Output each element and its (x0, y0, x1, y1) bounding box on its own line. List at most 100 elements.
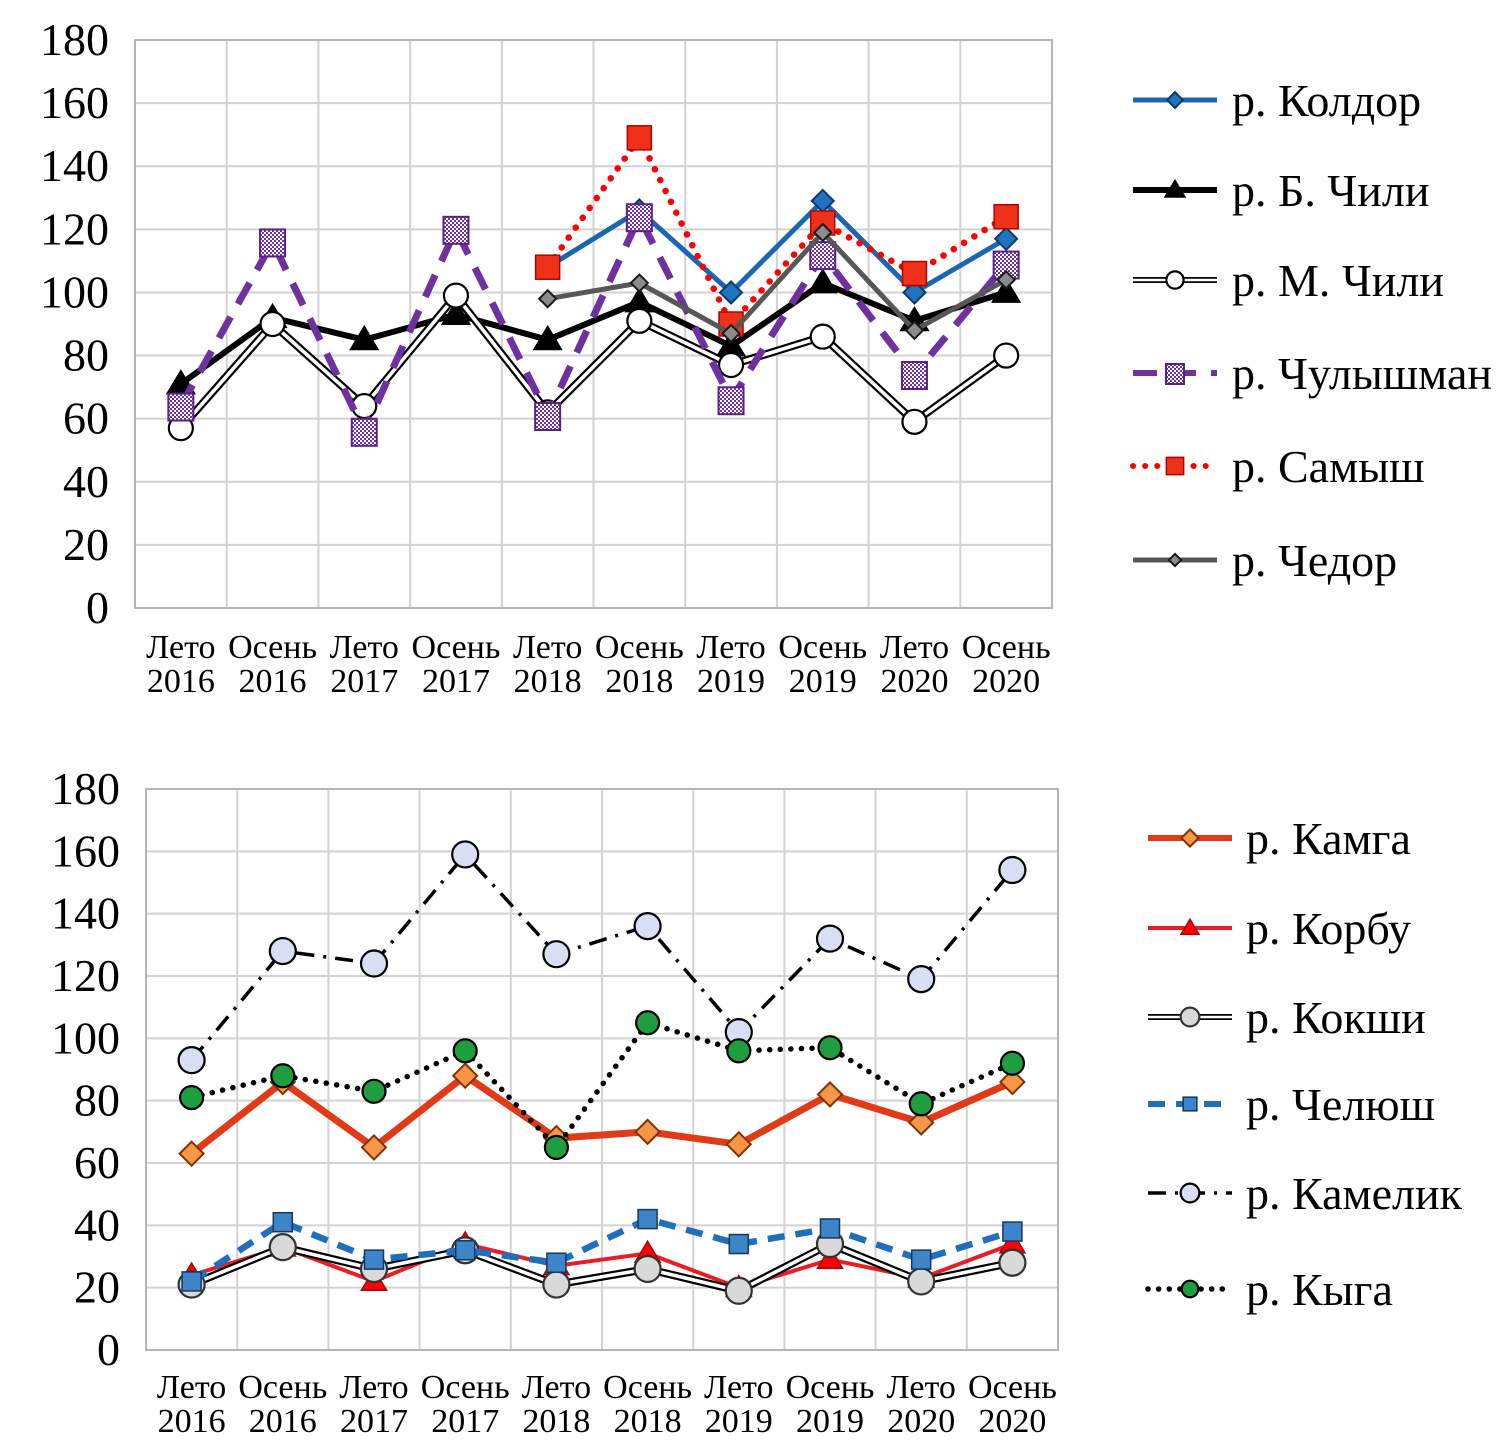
data-point-marker (819, 1218, 841, 1239)
top-legend: р. Колдор р. Б. Чили р. М. Чили р. Чулышман… (1130, 75, 1492, 586)
data-point-marker (259, 228, 287, 258)
x-tick-year-label: 2017 (422, 663, 490, 700)
data-point-marker (272, 1211, 294, 1233)
y-tick-label: 120 (51, 950, 120, 1001)
y-tick-label: 80 (74, 1075, 120, 1126)
series-bottom-4 (177, 840, 1027, 1075)
y-axis-labels: 0 20 40 60 80 100 120 140 160 180 (40, 14, 109, 633)
x-tick-season-label: Лето (880, 629, 949, 666)
legend-marker (1165, 456, 1185, 476)
data-point-marker (717, 386, 745, 416)
legend-item: р. Чедор (1133, 535, 1397, 586)
legend-item: р. Камелик (1148, 1168, 1463, 1219)
x-tick-year-label: 2019 (705, 1403, 773, 1440)
data-point-marker (268, 1233, 297, 1262)
data-point-marker (350, 417, 378, 447)
x-tick-season-label: Лето (330, 629, 399, 666)
x-tick-year-label: 2020 (978, 1403, 1046, 1440)
x-tick-year-label: 2016 (239, 663, 307, 700)
y-axis-labels: 0 20 40 60 80 100 120 140 160 180 (51, 763, 120, 1375)
legend-label: р. Корбу (1246, 903, 1411, 954)
data-point-marker (542, 1270, 571, 1299)
data-point-marker (815, 924, 845, 953)
data-point-marker (181, 1271, 202, 1292)
bottom-chart-group: 020406080100120140160180Лето2016Осень201… (51, 763, 1463, 1440)
x-tick-season-label: Лето (704, 1369, 773, 1406)
y-tick-label: 120 (40, 203, 109, 254)
data-point-marker (179, 1084, 205, 1111)
legend-item: р. Б. Чили (1133, 165, 1430, 216)
x-tick-season-label: Осень (228, 629, 317, 666)
x-tick-year-label: 2020 (972, 663, 1040, 700)
legend-marker (1179, 1006, 1201, 1028)
series-line-inner (190, 1242, 1013, 1293)
x-tick-season-label: Осень (962, 629, 1051, 666)
x-tick-season-label: Осень (778, 629, 867, 666)
y-tick-label: 160 (40, 77, 109, 128)
series-bottom-3 (181, 1208, 1023, 1292)
data-point-marker (634, 1118, 662, 1146)
legend-item: р. Корбу (1148, 903, 1411, 954)
data-point-marker (993, 226, 1019, 252)
data-point-marker (900, 360, 928, 390)
data-point-marker (998, 1068, 1026, 1096)
legend-item: р. М. Чили (1133, 255, 1444, 306)
data-point-marker (907, 1109, 935, 1136)
y-tick-label: 180 (40, 14, 109, 65)
x-axis-labels: Лето2016Осень2016Лето2017Осень2017Лето20… (157, 1369, 1057, 1440)
legend-marker (1165, 270, 1185, 290)
data-point-marker (809, 241, 837, 271)
y-tick-label: 140 (40, 140, 109, 191)
legend-marker (1179, 917, 1201, 936)
data-point-marker (633, 1254, 662, 1284)
data-point-marker (542, 940, 571, 969)
series-line-inner (179, 293, 1008, 430)
y-tick-label: 60 (63, 393, 109, 444)
legend-marker (1179, 827, 1201, 849)
series-line (547, 230, 1008, 336)
x-tick-season-label: Осень (603, 1369, 692, 1406)
data-point-marker (178, 1140, 206, 1168)
data-point-marker (626, 307, 653, 334)
x-tick-season-label: Осень (968, 1369, 1057, 1406)
x-tick-year-label: 2016 (249, 1403, 317, 1440)
x-tick-season-label: Лето (339, 1369, 408, 1406)
legend-item: р. Колдор (1133, 75, 1421, 126)
data-point-marker (360, 1134, 388, 1161)
legend-label: р. Кокши (1246, 992, 1426, 1043)
data-point-marker (625, 203, 653, 233)
data-point-marker (904, 320, 925, 341)
data-point-marker (999, 1050, 1026, 1076)
series-line (190, 852, 1014, 1062)
data-point-marker (270, 1063, 296, 1089)
legend-label: р. Кыга (1246, 1264, 1393, 1315)
data-point-marker (901, 260, 928, 287)
x-tick-year-label: 2020 (887, 1403, 955, 1440)
data-point-marker (349, 324, 380, 351)
x-tick-year-label: 2019 (789, 663, 857, 700)
data-point-marker (546, 1252, 567, 1273)
data-point-marker (629, 273, 650, 293)
data-point-marker (543, 1134, 570, 1161)
legend-marker (1179, 1182, 1201, 1204)
legend-item: р. Чулышман (1133, 348, 1492, 399)
series-line (546, 198, 1008, 295)
data-point-marker (534, 254, 561, 280)
data-point-marker (442, 282, 470, 309)
data-point-marker (534, 402, 562, 432)
x-tick-year-label: 2019 (796, 1403, 864, 1440)
legend-item: р. Самыш (1130, 441, 1425, 492)
x-tick-season-label: Лето (513, 629, 582, 666)
x-tick-season-label: Осень (421, 1369, 510, 1406)
x-tick-season-label: Осень (412, 629, 501, 666)
data-point-marker (633, 912, 662, 941)
x-tick-season-label: Лето (522, 1369, 591, 1406)
x-tick-season-label: Лето (157, 1369, 226, 1406)
data-point-marker (807, 268, 838, 294)
y-tick-label: 20 (74, 1262, 120, 1313)
y-tick-label: 0 (97, 1324, 120, 1375)
y-tick-label: 80 (63, 330, 109, 381)
x-axis-labels: Лето2016Осень2016Лето2017Осень2017Лето20… (146, 629, 1050, 700)
